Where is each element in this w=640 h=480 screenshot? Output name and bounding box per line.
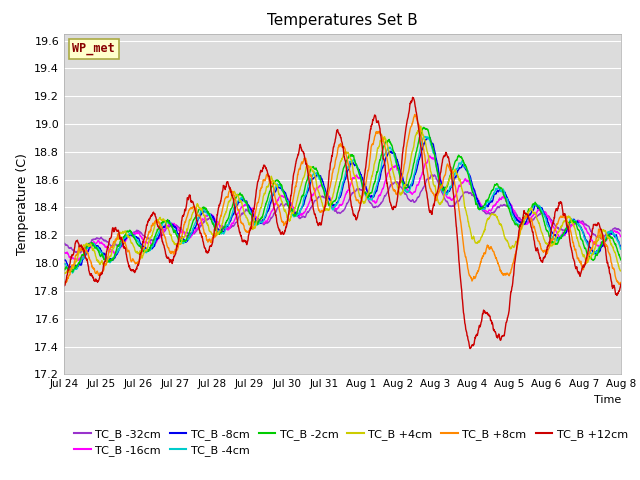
TC_B -4cm — [617, 246, 625, 252]
TC_B -16cm — [426, 153, 433, 159]
Y-axis label: Temperature (C): Temperature (C) — [16, 153, 29, 255]
TC_B -8cm — [568, 219, 576, 225]
Legend: TC_B -32cm, TC_B -16cm, TC_B -8cm, TC_B -4cm, TC_B -2cm, TC_B +4cm, TC_B +8cm, T: TC_B -32cm, TC_B -16cm, TC_B -8cm, TC_B … — [70, 424, 632, 460]
Line: TC_B -4cm: TC_B -4cm — [64, 136, 621, 273]
Line: TC_B -32cm: TC_B -32cm — [64, 175, 621, 253]
TC_B -8cm — [617, 243, 625, 249]
TC_B -4cm — [68, 270, 76, 276]
TC_B +12cm — [60, 283, 68, 288]
TC_B -2cm — [68, 269, 76, 275]
TC_B +8cm — [584, 257, 591, 263]
TC_B -32cm — [216, 222, 223, 228]
TC_B -16cm — [359, 181, 367, 187]
TC_B -4cm — [216, 230, 223, 236]
TC_B -32cm — [76, 250, 84, 256]
TC_B +8cm — [411, 111, 419, 117]
TC_B -2cm — [505, 205, 513, 211]
TC_B +8cm — [568, 234, 575, 240]
TC_B -32cm — [584, 223, 591, 228]
TC_B -16cm — [371, 199, 379, 204]
TC_B +4cm — [417, 123, 424, 129]
TC_B -32cm — [617, 228, 625, 234]
TC_B -8cm — [584, 239, 591, 244]
TC_B -2cm — [359, 184, 367, 190]
Line: TC_B -16cm: TC_B -16cm — [64, 156, 621, 261]
TC_B -2cm — [584, 252, 591, 257]
TC_B +8cm — [216, 219, 223, 225]
TC_B -32cm — [359, 188, 367, 194]
TC_B -4cm — [359, 185, 367, 191]
Line: TC_B +12cm: TC_B +12cm — [64, 97, 621, 348]
Text: WP_met: WP_met — [72, 42, 115, 55]
TC_B -16cm — [505, 199, 513, 205]
TC_B +4cm — [504, 241, 512, 247]
Line: TC_B -2cm: TC_B -2cm — [64, 127, 621, 272]
TC_B +4cm — [617, 268, 625, 274]
TC_B -16cm — [74, 258, 81, 264]
Line: TC_B +8cm: TC_B +8cm — [64, 114, 621, 285]
TC_B +12cm — [584, 251, 591, 257]
TC_B +12cm — [216, 202, 223, 208]
TC_B -16cm — [60, 250, 68, 255]
TC_B +12cm — [371, 113, 378, 119]
TC_B +8cm — [504, 271, 512, 277]
TC_B +4cm — [584, 260, 591, 265]
TC_B -8cm — [60, 257, 68, 263]
TC_B -8cm — [359, 176, 367, 181]
TC_B +12cm — [409, 95, 417, 100]
TC_B +8cm — [617, 280, 625, 286]
TC_B -4cm — [568, 217, 576, 223]
TC_B +4cm — [358, 198, 366, 204]
TC_B -8cm — [371, 191, 379, 197]
Title: Temperatures Set B: Temperatures Set B — [267, 13, 418, 28]
TC_B -2cm — [216, 231, 223, 237]
TC_B -4cm — [371, 188, 379, 194]
TC_B +4cm — [371, 161, 378, 167]
TC_B -8cm — [216, 227, 223, 232]
TC_B -8cm — [68, 266, 76, 272]
TC_B +12cm — [467, 346, 474, 351]
TC_B -2cm — [420, 124, 428, 130]
TC_B -16cm — [584, 230, 591, 236]
TC_B -32cm — [568, 222, 576, 228]
TC_B -32cm — [505, 203, 513, 209]
TC_B -4cm — [60, 261, 68, 267]
TC_B -4cm — [505, 202, 513, 207]
TC_B -2cm — [568, 219, 576, 225]
TC_B -32cm — [428, 172, 435, 178]
TC_B -2cm — [617, 257, 625, 263]
X-axis label: Time: Time — [593, 395, 621, 405]
TC_B -4cm — [420, 133, 428, 139]
TC_B -8cm — [505, 198, 513, 204]
TC_B -2cm — [60, 265, 68, 271]
TC_B +12cm — [505, 311, 513, 316]
TC_B -32cm — [60, 241, 68, 247]
TC_B -16cm — [216, 223, 223, 229]
TC_B -32cm — [371, 204, 379, 210]
TC_B +8cm — [60, 282, 68, 288]
TC_B -2cm — [371, 179, 379, 184]
TC_B +4cm — [60, 271, 68, 276]
TC_B +12cm — [358, 191, 366, 197]
TC_B +4cm — [216, 229, 223, 235]
TC_B +4cm — [568, 219, 575, 225]
Line: TC_B +4cm: TC_B +4cm — [64, 126, 621, 274]
TC_B -16cm — [617, 234, 625, 240]
TC_B -8cm — [426, 134, 433, 140]
TC_B +12cm — [568, 250, 576, 255]
TC_B +12cm — [617, 281, 625, 287]
Line: TC_B -8cm: TC_B -8cm — [64, 137, 621, 269]
TC_B +8cm — [371, 134, 378, 140]
TC_B -16cm — [568, 222, 576, 228]
TC_B -4cm — [584, 241, 591, 247]
TC_B +8cm — [358, 194, 366, 200]
